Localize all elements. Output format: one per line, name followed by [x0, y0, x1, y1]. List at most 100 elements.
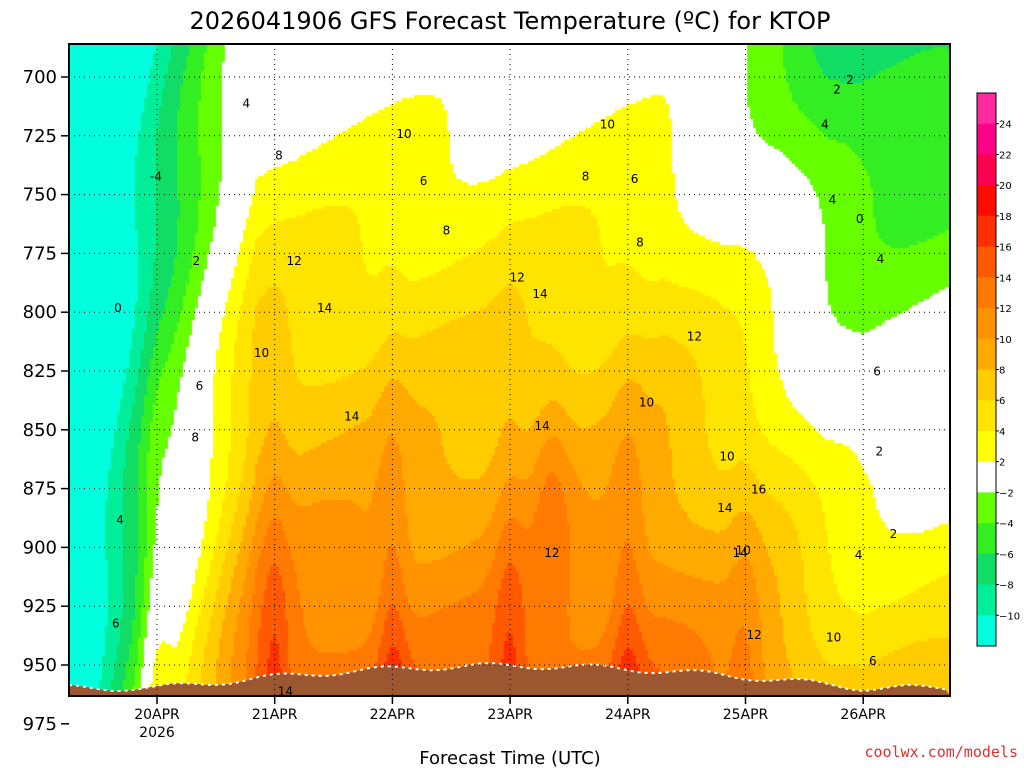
colorbar-swatch — [977, 154, 996, 186]
colorbar-label: 18 — [999, 212, 1012, 223]
colorbar-swatch — [977, 492, 996, 524]
contour-label: 12 — [544, 546, 559, 560]
colorbar-label: 12 — [999, 304, 1012, 315]
colorbar-label: 8 — [999, 366, 1005, 377]
x-tick-label: 26APR — [840, 707, 886, 723]
contour-label: 10 — [396, 127, 411, 141]
contour-label: 16 — [350, 706, 365, 720]
y-tick-label: 750 — [23, 185, 57, 206]
colorbar-swatch — [977, 93, 996, 125]
y-tick-label: 950 — [23, 655, 57, 676]
x-tick-label: 25APR — [723, 707, 769, 723]
y-tick-label: 850 — [23, 420, 57, 441]
contour-label: 14 — [344, 409, 359, 423]
contour-label: 4 — [242, 97, 250, 111]
colorbar-label: 10 — [999, 335, 1012, 346]
contour-label: 6 — [869, 654, 877, 668]
y-tick-label: 800 — [23, 302, 57, 323]
ground-outline — [69, 662, 946, 693]
contour-label: 10 — [254, 346, 269, 360]
x-tick-label: 22APR — [370, 707, 416, 723]
contour-label: 8 — [636, 235, 644, 249]
x-axis-label: Forecast Time (UTC) — [419, 748, 600, 768]
contour-label: 4 — [877, 252, 885, 266]
colorbar-label: 2 — [999, 458, 1005, 469]
contour-label: 14 — [717, 501, 732, 515]
contour-label: 8 — [443, 224, 451, 238]
contour-label: 12 — [687, 329, 702, 343]
contour-label: 8 — [275, 148, 283, 162]
colorbar-swatch — [977, 308, 996, 340]
y-tick-label: 725 — [23, 126, 57, 147]
contour-label: 6 — [852, 743, 860, 757]
x-tick-label: 23APR — [487, 707, 533, 723]
colorbar-label: 14 — [999, 273, 1012, 284]
contour-label: 10 — [736, 544, 751, 558]
x-tick-label: 24APR — [605, 707, 651, 723]
temperature-field — [69, 44, 950, 696]
contour-label: 4 — [788, 720, 796, 734]
plot-area — [69, 44, 950, 696]
colorbar-swatch — [977, 185, 996, 217]
colorbar-swatch — [977, 215, 996, 248]
y-tick-label: 700 — [23, 67, 57, 88]
contour-label: 4 — [829, 193, 837, 207]
contour-labels: 0-42684648101411214141610681214141212141… — [112, 73, 897, 762]
contour-label: 2 — [833, 83, 841, 97]
contour-label: 12 — [509, 271, 524, 285]
contour-label: 6 — [765, 748, 773, 762]
colorbar-label: 16 — [999, 243, 1012, 254]
contour-label: 1 — [229, 744, 237, 758]
colorbar-label: −6 — [999, 550, 1014, 561]
contour-label: 14 — [732, 546, 747, 560]
colorbar-swatch — [977, 584, 996, 616]
gridlines — [69, 44, 950, 696]
colorbar-label: 4 — [999, 427, 1005, 438]
colorbar-label: 6 — [999, 396, 1005, 407]
contour-label: 10 — [719, 449, 734, 463]
colorbar-swatch — [977, 430, 996, 463]
colorbar-swatch — [977, 123, 996, 155]
contour-label: 10 — [826, 631, 841, 645]
contour-label: 16 — [751, 482, 766, 496]
contour-label: 6 — [420, 174, 428, 188]
contour-label: 12 — [286, 254, 301, 268]
contour-label: 6 — [112, 616, 120, 630]
colorbar-swatch — [977, 615, 996, 647]
colorbar-label: −2 — [999, 488, 1014, 499]
x-tick-label: 21APR — [252, 707, 298, 723]
y-tick-label: 925 — [23, 596, 57, 617]
y-tick-label: 975 — [23, 714, 57, 735]
colorbar-swatch — [977, 400, 996, 432]
contour-label: 0 — [114, 301, 122, 315]
y-tick-label: 825 — [23, 361, 57, 382]
colorbar-label: 22 — [999, 150, 1012, 161]
contour-label: 16 — [730, 737, 745, 751]
contour-label: 14 — [728, 742, 743, 756]
x-tick-label: 20APR — [134, 707, 180, 723]
colorbar-swatch — [977, 338, 996, 370]
contour-label: 14 — [540, 701, 555, 715]
colorbar-label: 24 — [999, 120, 1012, 131]
contour-label: 14 — [278, 685, 293, 699]
contour-label: 0 — [856, 212, 864, 226]
contour-label: 6 — [631, 172, 639, 186]
colorbar-swatch — [977, 523, 996, 555]
contour-label: 4 — [855, 548, 863, 562]
colorbar-label: 20 — [999, 181, 1012, 192]
chart-title: 2026041906 GFS Forecast Temperature (ºC)… — [190, 7, 831, 35]
contour-label: 10 — [639, 395, 654, 409]
contour-label: 4 — [821, 118, 829, 132]
contour-label: 6 — [873, 365, 881, 379]
y-tick-label: 900 — [23, 537, 57, 558]
y-tick-label: 875 — [23, 479, 57, 500]
contour-label: 14 — [532, 287, 547, 301]
colorbar-swatch — [977, 461, 996, 493]
colorbar-swatch — [977, 369, 996, 401]
colorbar-label: −10 — [999, 611, 1020, 622]
colorbar-label: −4 — [999, 519, 1014, 530]
contour-label: -4 — [150, 170, 162, 184]
contour-label: 8 — [191, 431, 199, 445]
